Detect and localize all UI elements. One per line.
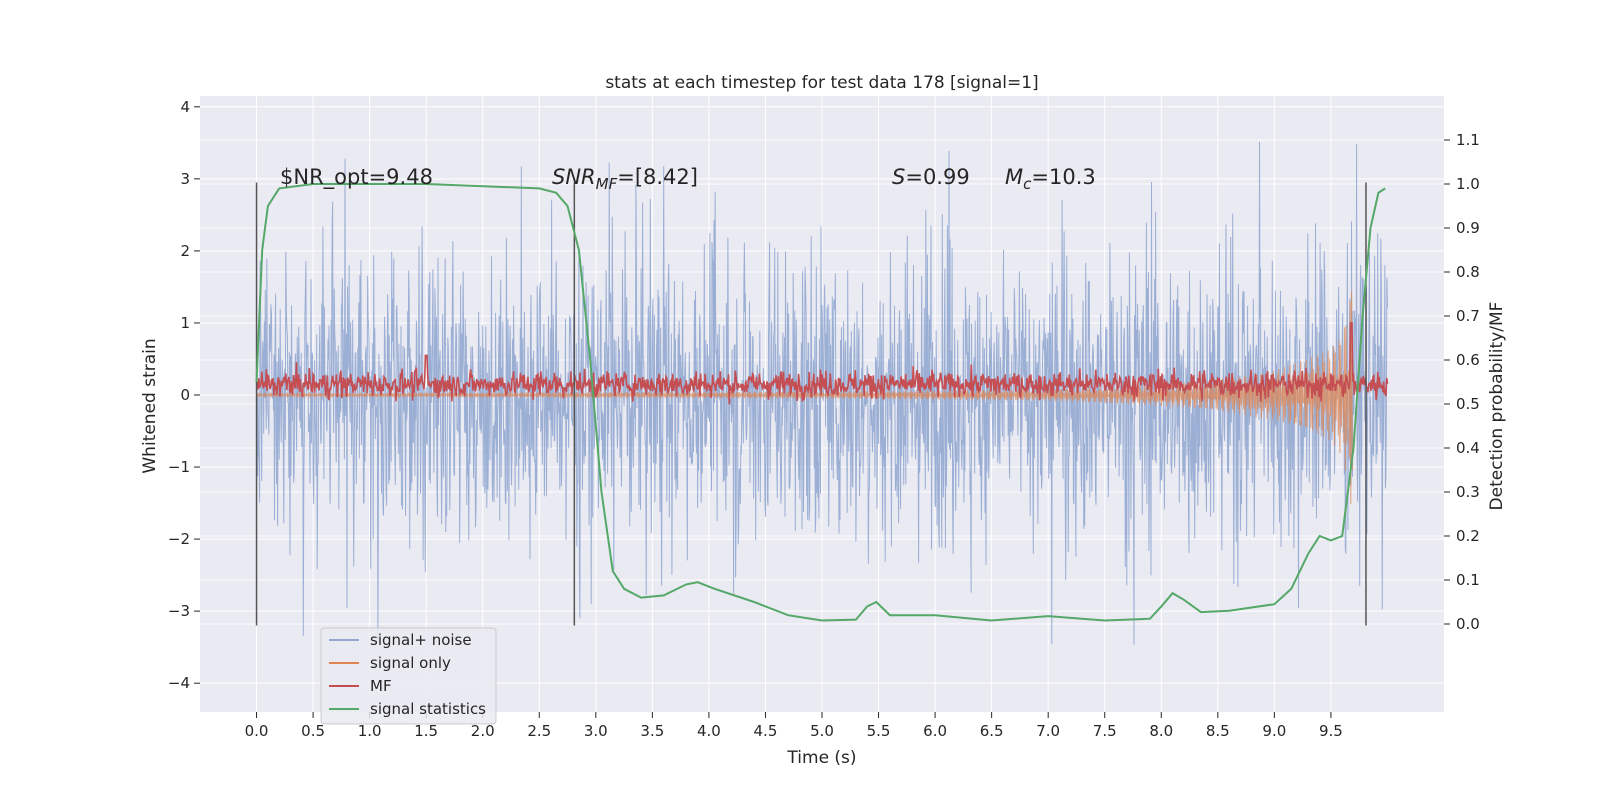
x-tick-label: 6.0 [923, 722, 947, 740]
x-tick-label: 1.0 [358, 722, 382, 740]
x-tick-label: 4.5 [754, 722, 778, 740]
x-tick-label: 9.5 [1319, 722, 1343, 740]
series-signal-noise-line [256, 141, 1388, 645]
x-tick-label: 4.0 [697, 722, 721, 740]
legend-label-signal-noise: signal+ noise [370, 631, 472, 649]
y-tick-label: −4 [168, 674, 190, 692]
y-tick-label: −3 [168, 602, 190, 620]
x-tick-label: 0.0 [245, 722, 269, 740]
x-tick-label: 5.5 [867, 722, 891, 740]
annotation-mc-label: M [1005, 165, 1023, 189]
x-tick-label: 0.5 [301, 722, 325, 740]
y2-tick-label: 0.0 [1456, 615, 1480, 633]
y-tick-label: 2 [180, 242, 190, 260]
y-tick-label: 1 [180, 314, 190, 332]
legend-box [320, 627, 497, 725]
annotation-snr-mf-value: =[8.42] [617, 165, 698, 189]
y2-tick-label: 1.1 [1456, 131, 1480, 149]
y2-tick-label: 0.2 [1456, 527, 1480, 545]
annotation-mc: Mc=10.3 [1005, 165, 1096, 193]
y2-tick-label: 0.1 [1456, 571, 1480, 589]
x-tick-label: 2.0 [471, 722, 495, 740]
x-tick-label: 7.0 [1036, 722, 1060, 740]
y2-tick-label: 0.3 [1456, 483, 1480, 501]
annotation-s-value: =0.99 [905, 165, 969, 189]
x-tick-label: 2.5 [527, 722, 551, 740]
y2-tick-label: 0.9 [1456, 219, 1480, 237]
data-layer [255, 141, 1389, 645]
y-tick-label: 3 [180, 170, 190, 188]
y-tick-label: 4 [180, 98, 190, 116]
x-axis-label: Time (s) [786, 748, 856, 768]
y2-tick-label: 0.7 [1456, 307, 1480, 325]
annotation-s-label: S [892, 165, 905, 189]
y-tick-label: −1 [168, 458, 190, 476]
axes: 0.0 0.5 1.0 1.5 2.0 2.5 3.0 3.5 4.0 4.5 5.0 5.5 6.0 6… [168, 98, 1480, 740]
annotation-snr-opt: $NR_opt=9.48 [280, 165, 433, 190]
y2-tick-label: 0.5 [1456, 395, 1480, 413]
chart-title: stats at each timestep for test data 178… [605, 73, 1038, 93]
annotations: $NR_opt=9.48 SNRMF=[8.42] S=0.99 Mc=10.3 [280, 165, 1096, 193]
x-tick-label: 9.0 [1262, 722, 1286, 740]
annotation-mc-sub: c [1023, 175, 1032, 193]
x-tick-label: 8.0 [1149, 722, 1173, 740]
x-tick-label: 7.5 [1093, 722, 1117, 740]
y2-tick-label: 0.8 [1456, 263, 1480, 281]
legend-label-signal-only: signal only [370, 654, 451, 672]
annotation-snr-mf-prefix: SNR [552, 165, 596, 189]
y-tick-label: 0 [180, 386, 190, 404]
y2-tick-label: 0.4 [1456, 439, 1480, 457]
legend: signal+ noise signal only MF signal stat… [320, 627, 497, 725]
y-axis-label: Whitened strain [140, 338, 160, 473]
y2-axis-label: Detection probability/MF [1487, 302, 1507, 511]
annotation-s: S=0.99 [892, 165, 970, 189]
x-tick-label: 1.5 [414, 722, 438, 740]
x-tick-label: 3.5 [640, 722, 664, 740]
series-signal-statistics-line [255, 183, 1386, 622]
annotation-snr-mf: SNRMF=[8.42] [552, 165, 698, 193]
legend-label-mf: MF [370, 677, 392, 695]
x-tick-label: 8.5 [1206, 722, 1230, 740]
x-tick-label: 3.0 [584, 722, 608, 740]
x-tick-label: 5.0 [810, 722, 834, 740]
y2-tick-label: 1.0 [1456, 175, 1480, 193]
y2-tick-label: 0.6 [1456, 351, 1480, 369]
x-tick-label: 6.5 [980, 722, 1004, 740]
legend-label-signal-statistics: signal statistics [370, 700, 486, 718]
annotation-mc-value: =10.3 [1031, 165, 1095, 189]
series-mf-line [255, 322, 1389, 405]
annotation-snr-mf-sub: MF [596, 175, 618, 193]
y-tick-label: −2 [168, 530, 190, 548]
